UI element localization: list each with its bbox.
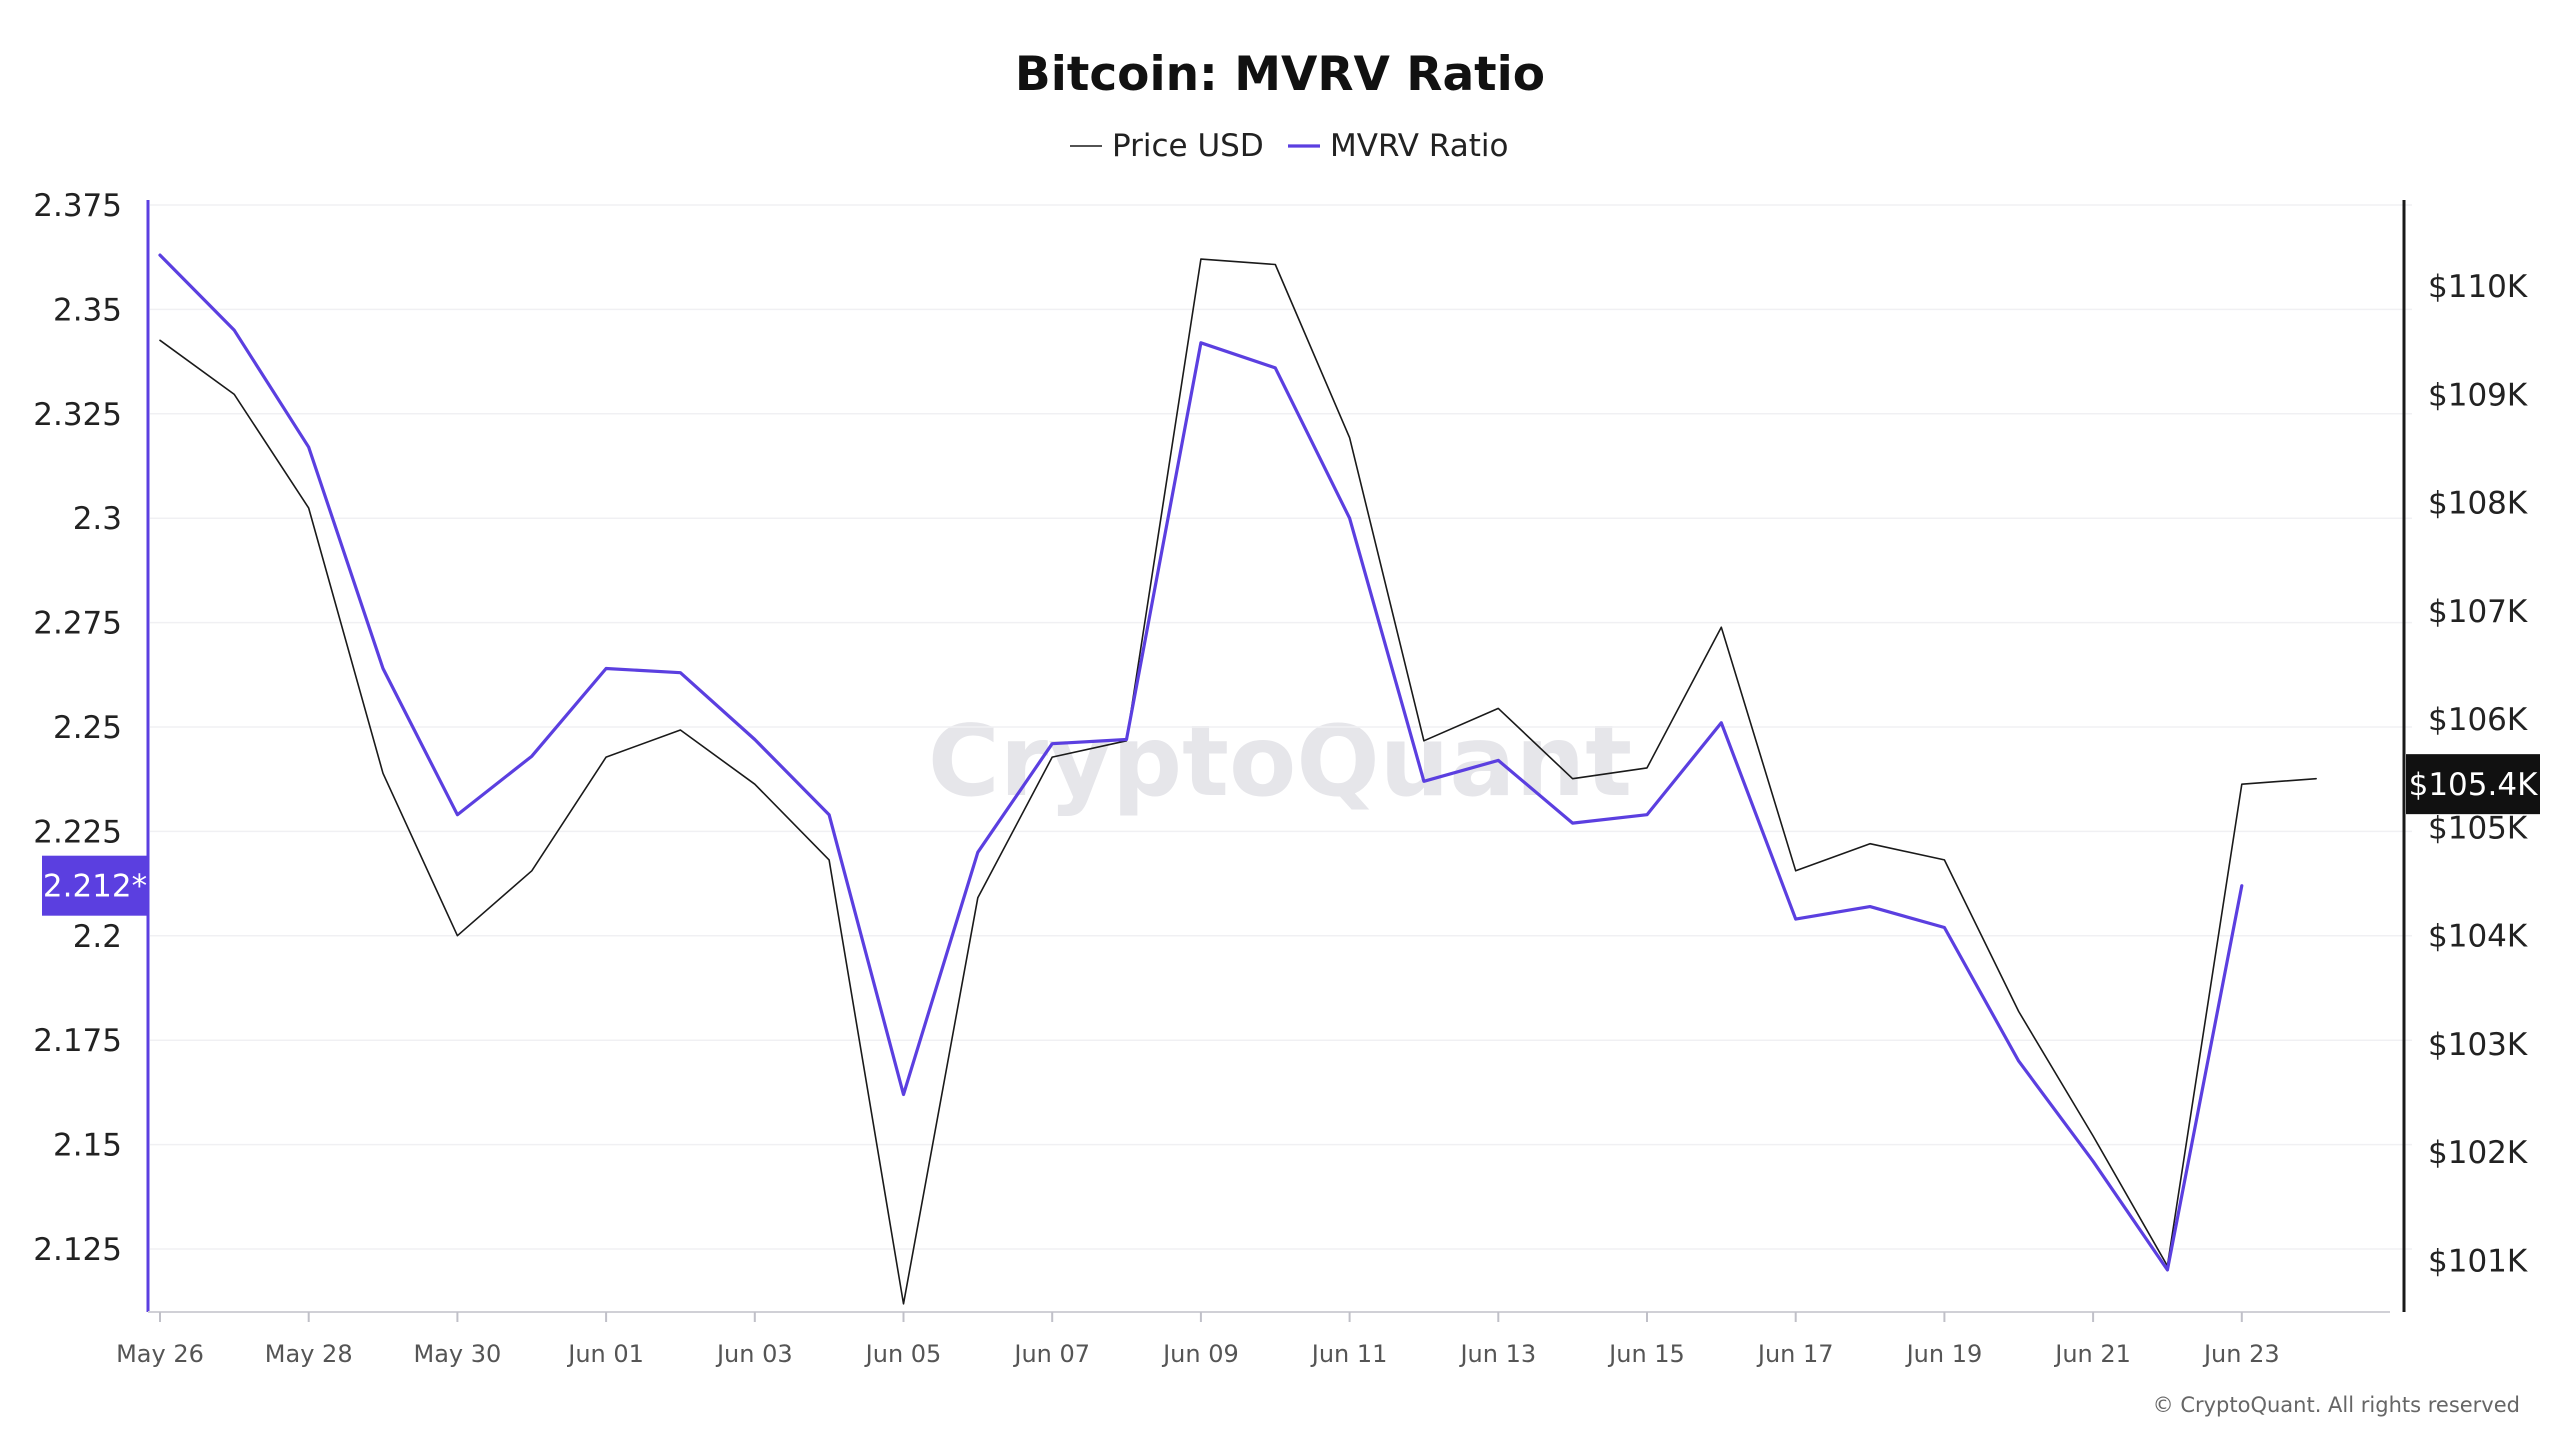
- price-usd-series-line[interactable]: [159, 258, 2317, 1305]
- right-current-value-label: $105.4K: [2409, 767, 2538, 803]
- y-right-tick-label: $108K: [2428, 486, 2528, 522]
- y-left-tick-label: 2.2: [73, 919, 122, 955]
- x-tick-label: May 30: [414, 1340, 502, 1368]
- y-left-tick-label: 2.225: [33, 814, 122, 850]
- x-tick-label: Jun 09: [1161, 1340, 1239, 1368]
- legend-label: MVRV Ratio: [1330, 128, 1508, 164]
- y-left-tick-label: 2.275: [33, 606, 122, 642]
- legend[interactable]: Price USD MVRV Ratio: [1070, 128, 1508, 164]
- watermark: CryptoQuant: [928, 705, 1632, 819]
- x-tick-label: Jun 11: [1310, 1340, 1388, 1368]
- legend-label: Price USD: [1112, 128, 1264, 164]
- y-left-tick-label: 2.25: [53, 710, 122, 746]
- left-current-value-label: 2.212*: [43, 869, 147, 905]
- x-tick-label: Jun 13: [1458, 1340, 1536, 1368]
- y-left-tick-label: 2.175: [33, 1023, 122, 1059]
- mvrv-ratio-series-line[interactable]: [158, 253, 2244, 1272]
- y-left-tick-label: 2.35: [53, 292, 122, 328]
- y-left-tick-label: 2.325: [33, 397, 122, 433]
- legend-item-mvrv-ratio[interactable]: MVRV Ratio: [1288, 128, 1508, 164]
- axes: 2.125 2.15 2.175 2.2 2.225 2.25 2.275 2.3 2.325 2…: [33, 188, 2528, 1368]
- badge-layer: 2.212* $105.4K: [42, 754, 2540, 916]
- y-right-tick-label: $107K: [2428, 594, 2528, 630]
- y-left-tick-label: 2.15: [53, 1128, 122, 1164]
- x-tick-label: Jun 15: [1607, 1340, 1685, 1368]
- x-tick-label: Jun 19: [1905, 1340, 1983, 1368]
- y-right-tick-label: $104K: [2428, 919, 2528, 955]
- y-right-tick-label: $110K: [2428, 269, 2528, 305]
- left-current-value-badge: [42, 855, 148, 916]
- y-left-tick-label: 2.125: [33, 1232, 122, 1268]
- x-tick-label: Jun 03: [715, 1340, 793, 1368]
- y-right-tick-label: $101K: [2428, 1243, 2528, 1279]
- x-tick-label: Jun 07: [1012, 1340, 1090, 1368]
- x-tick-label: May 26: [116, 1340, 204, 1368]
- chart-title: Bitcoin: MVRV Ratio: [1015, 47, 1545, 102]
- grid: [150, 204, 2412, 1250]
- y-left-tick-label: 2.375: [33, 188, 122, 224]
- y-right-tick-label: $109K: [2428, 377, 2528, 413]
- x-tick-label: Jun 21: [2053, 1340, 2131, 1368]
- y-right-tick-label: $102K: [2428, 1135, 2528, 1171]
- series-layer[interactable]: [158, 253, 2317, 1305]
- x-tick-label: May 28: [265, 1340, 353, 1368]
- y-left-tick-label: 2.3: [73, 501, 122, 537]
- legend-item-price-usd[interactable]: Price USD: [1070, 128, 1264, 164]
- x-tick-label: Jun 01: [566, 1340, 644, 1368]
- right-current-value-badge: [2406, 754, 2540, 815]
- y-right-tick-label: $103K: [2428, 1027, 2528, 1063]
- x-tick-label: Jun 23: [2202, 1340, 2280, 1368]
- copyright-text: © CryptoQuant. All rights reserved: [2153, 1393, 2520, 1417]
- y-right-tick-label: $105K: [2428, 810, 2528, 846]
- x-tick-label: Jun 05: [864, 1340, 942, 1368]
- y-right-tick-label: $106K: [2428, 702, 2528, 738]
- x-tick-label: Jun 17: [1756, 1340, 1834, 1368]
